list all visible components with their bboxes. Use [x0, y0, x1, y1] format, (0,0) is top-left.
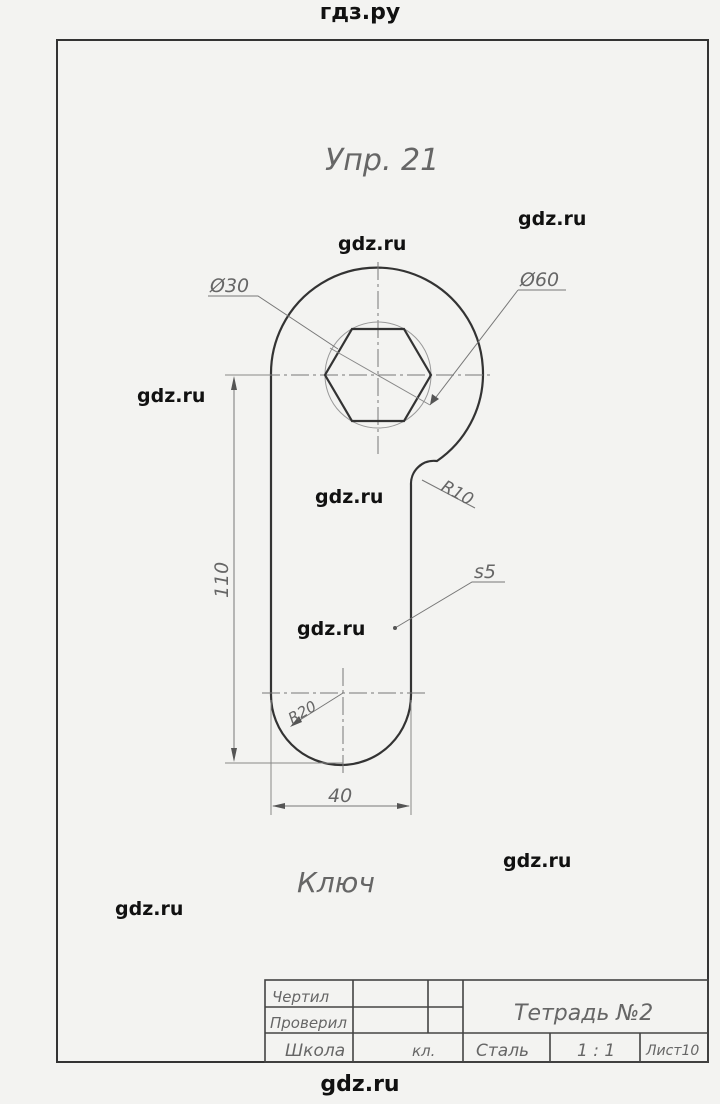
- school-label: Школа: [285, 1041, 345, 1061]
- length-arrow-top: [231, 376, 237, 390]
- watermark: gdz.ru: [137, 385, 206, 407]
- end-radius-label: R20: [285, 697, 320, 727]
- title-block: [264, 979, 709, 1063]
- part-name: Ключ: [297, 866, 375, 899]
- watermark: gdz.ru: [518, 208, 587, 230]
- thickness-leader: [394, 581, 505, 629]
- watermark: gdz.ru: [297, 618, 366, 640]
- site-footer: gdz.ru: [320, 1072, 400, 1097]
- drawn-by-label: Чертил: [272, 988, 330, 1006]
- length-arrow-bottom: [231, 748, 237, 762]
- small-diameter-leader: [208, 295, 339, 350]
- watermark: gdz.ru: [315, 486, 384, 508]
- large-diameter-arrow: [430, 394, 439, 405]
- thickness-label: s5: [474, 561, 496, 583]
- fillet-radius-leader: [421, 479, 476, 509]
- drawing-sheet: Упр. 21 Ø30 Ø60 R10 s5 110: [0, 28, 720, 1070]
- large-diameter-label: Ø60: [519, 269, 559, 291]
- length-label: 110: [211, 562, 233, 598]
- hexagon-hole: [323, 327, 433, 423]
- exercise-title: Упр. 21: [325, 143, 439, 178]
- site-header: гдз.ру: [319, 0, 401, 25]
- diameter-cross-line: [329, 347, 431, 406]
- fillet-radius-label: R10: [438, 477, 477, 510]
- width-arrow-left: [272, 803, 285, 809]
- watermark: gdz.ru: [115, 898, 184, 920]
- width-arrow-right: [397, 803, 410, 809]
- watermark: gdz.ru: [503, 850, 572, 872]
- part-outline: [269, 266, 485, 767]
- scale-label: 1 : 1: [577, 1041, 615, 1061]
- thickness-dot: [393, 626, 397, 630]
- notebook-label: Тетрадь №2: [514, 1001, 653, 1026]
- large-diameter-leader: [429, 289, 519, 406]
- class-label: кл.: [412, 1042, 435, 1060]
- checked-by-label: Проверил: [270, 1014, 347, 1032]
- material-label: Сталь: [476, 1041, 529, 1061]
- width-label: 40: [328, 785, 352, 807]
- watermark: gdz.ru: [338, 233, 407, 255]
- end-radius-arrow: [290, 716, 302, 727]
- small-diameter-label: Ø30: [209, 275, 249, 297]
- technical-drawing: Упр. 21 Ø30 Ø60 R10 s5 110: [56, 39, 709, 1063]
- sheet-label: Лист10: [645, 1043, 699, 1059]
